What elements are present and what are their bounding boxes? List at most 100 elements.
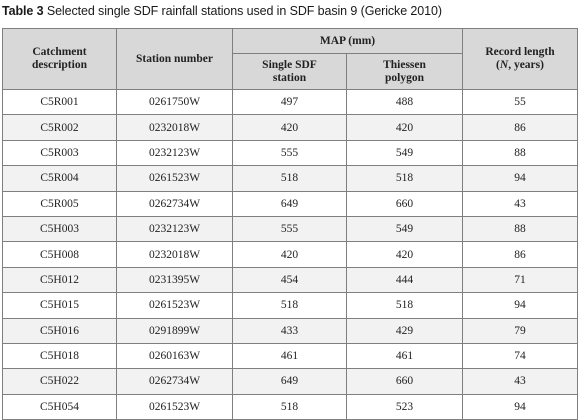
cell-thiessen: 444 xyxy=(346,266,463,294)
table-row: C5H022 0262734W 649 660 43 xyxy=(2,368,578,395)
table-row: C5H016 0291899W 433 429 79 xyxy=(2,317,578,344)
cell-catchment: C5R003 xyxy=(2,139,117,167)
cell-record: 43 xyxy=(462,190,578,217)
cell-single: 497 xyxy=(232,88,347,116)
cell-station: 0261523W xyxy=(116,292,233,319)
header-record-line1: Record length xyxy=(485,46,555,58)
cell-record: 79 xyxy=(462,317,578,344)
cell-catchment: C5H018 xyxy=(2,342,117,370)
cell-station: 0262734W xyxy=(116,190,233,217)
table-caption-text: Selected single SDF rainfall stations us… xyxy=(43,4,442,18)
table-caption: Table 3 Selected single SDF rainfall sta… xyxy=(2,4,442,18)
cell-single: 649 xyxy=(232,190,347,217)
header-thiessen: Thiessen polygon xyxy=(346,53,463,90)
cell-catchment: C5H008 xyxy=(2,241,117,268)
cell-record: 88 xyxy=(462,215,578,243)
cell-catchment: C5H054 xyxy=(2,393,117,420)
cell-record: 71 xyxy=(462,266,578,294)
cell-record: 86 xyxy=(462,241,578,268)
header-single-line1: Single SDF xyxy=(262,58,317,71)
cell-station: 0232018W xyxy=(116,114,233,141)
header-station: Station number xyxy=(116,28,233,90)
cell-thiessen: 518 xyxy=(346,165,463,192)
cell-catchment: C5R005 xyxy=(2,190,117,217)
header-record-n: N xyxy=(499,59,509,71)
cell-station: 0232123W xyxy=(116,139,233,167)
cell-record: 94 xyxy=(462,393,578,420)
table-row: C5R003 0232123W 555 549 88 xyxy=(2,139,578,167)
cell-thiessen: 461 xyxy=(346,342,463,370)
cell-station: 0232018W xyxy=(116,241,233,268)
cell-station: 0261750W xyxy=(116,88,233,116)
cell-catchment: C5R002 xyxy=(2,114,117,141)
cell-thiessen: 518 xyxy=(346,292,463,319)
cell-single: 420 xyxy=(232,241,347,268)
cell-single: 420 xyxy=(232,114,347,141)
cell-catchment: C5H003 xyxy=(2,215,117,243)
cell-station: 0291899W xyxy=(116,317,233,344)
cell-catchment: C5H016 xyxy=(2,317,117,344)
table-row: C5H008 0232018W 420 420 86 xyxy=(2,241,578,268)
table-row: C5H054 0261523W 518 523 94 xyxy=(2,393,578,420)
cell-catchment: C5H012 xyxy=(2,266,117,294)
header-record: Record length (N, years) xyxy=(462,28,578,90)
header-record-open: ( xyxy=(496,59,500,71)
header-catchment-line1: Catchment xyxy=(32,46,87,58)
cell-station: 0231395W xyxy=(116,266,233,294)
header-record-close: , years) xyxy=(508,59,544,71)
header-catchment-line2: description xyxy=(32,59,87,71)
cell-thiessen: 420 xyxy=(346,114,463,141)
table-row: C5R002 0232018W 420 420 86 xyxy=(2,114,578,141)
cell-record: 55 xyxy=(462,88,578,116)
cell-station: 0232123W xyxy=(116,215,233,243)
header-thiessen-line2: polygon xyxy=(385,71,424,84)
header-map: MAP (mm) xyxy=(232,28,463,54)
cell-single: 518 xyxy=(232,292,347,319)
header-single-sdf: Single SDF station xyxy=(232,53,347,90)
header-row-1: Catchment description Station number MAP … xyxy=(2,28,578,90)
table-row: C5R001 0261750W 497 488 55 xyxy=(2,88,578,116)
cell-single: 555 xyxy=(232,215,347,243)
cell-record: 43 xyxy=(462,368,578,395)
table-row: C5H015 0261523W 518 518 94 xyxy=(2,292,578,319)
cell-record: 86 xyxy=(462,114,578,141)
cell-record: 74 xyxy=(462,342,578,370)
cell-thiessen: 660 xyxy=(346,368,463,395)
cell-catchment: C5H015 xyxy=(2,292,117,319)
header-catchment: Catchment description xyxy=(2,28,117,90)
cell-thiessen: 420 xyxy=(346,241,463,268)
cell-single: 433 xyxy=(232,317,347,344)
cell-single: 518 xyxy=(232,393,347,420)
cell-single: 555 xyxy=(232,139,347,167)
cell-record: 94 xyxy=(462,165,578,192)
cell-catchment: C5R004 xyxy=(2,165,117,192)
rainfall-stations-table: Catchment description Station number MAP … xyxy=(2,28,578,420)
cell-thiessen: 429 xyxy=(346,317,463,344)
table-row: C5R004 0261523W 518 518 94 xyxy=(2,165,578,192)
cell-single: 454 xyxy=(232,266,347,294)
cell-catchment: C5R001 xyxy=(2,88,117,116)
cell-single: 461 xyxy=(232,342,347,370)
cell-thiessen: 488 xyxy=(346,88,463,116)
cell-single: 518 xyxy=(232,165,347,192)
cell-single: 649 xyxy=(232,368,347,395)
cell-station: 0261523W xyxy=(116,393,233,420)
table-row: C5H018 0260163W 461 461 74 xyxy=(2,342,578,370)
table-row: C5H003 0232123W 555 549 88 xyxy=(2,215,578,243)
table-label: Table 3 xyxy=(2,4,44,18)
table-row: C5H012 0231395W 454 444 71 xyxy=(2,266,578,294)
header-thiessen-line1: Thiessen xyxy=(383,58,426,71)
cell-station: 0260163W xyxy=(116,342,233,370)
cell-thiessen: 523 xyxy=(346,393,463,420)
header-single-line2: station xyxy=(272,71,307,84)
cell-thiessen: 549 xyxy=(346,139,463,167)
cell-thiessen: 549 xyxy=(346,215,463,243)
header-row-2: Single SDF station Thiessen polygon xyxy=(3,53,578,90)
cell-record: 88 xyxy=(462,139,578,167)
cell-thiessen: 660 xyxy=(346,190,463,217)
table-body: C5R001 0261750W 497 488 55 C5R002 0232018W 420 4… xyxy=(2,88,578,420)
cell-station: 0262734W xyxy=(116,368,233,395)
cell-record: 94 xyxy=(462,292,578,319)
table-row: C5R005 0262734W 649 660 43 xyxy=(2,190,578,217)
cell-station: 0261523W xyxy=(116,165,233,192)
